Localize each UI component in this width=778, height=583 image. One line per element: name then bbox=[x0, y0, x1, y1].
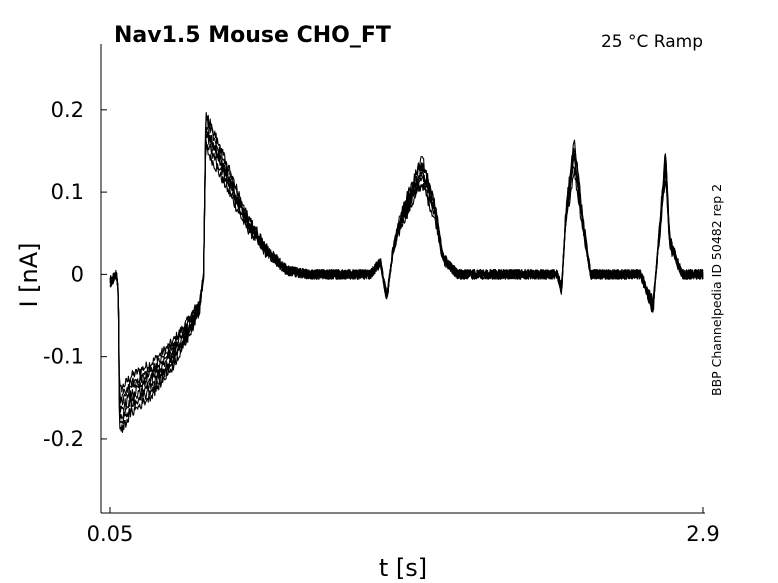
current-trace bbox=[109, 112, 704, 434]
y-tick-label: -0.1 bbox=[43, 345, 84, 369]
y-tick-label: 0.2 bbox=[51, 98, 84, 122]
x-tick-label: 2.9 bbox=[686, 522, 719, 546]
current-trace bbox=[109, 140, 704, 401]
x-ticks: 0.05 2.9 bbox=[87, 507, 720, 546]
y-tick-label: 0 bbox=[71, 262, 84, 286]
y-ticks: -0.2 -0.1 0 0.1 0.2 bbox=[43, 98, 107, 451]
x-axis-label: t [s] bbox=[379, 554, 427, 582]
x-tick-label: 0.05 bbox=[87, 522, 134, 546]
y-tick-label: -0.2 bbox=[43, 427, 84, 451]
condition-label: 25 °C Ramp bbox=[601, 32, 703, 52]
current-trace bbox=[109, 132, 704, 406]
source-label: BBP Channelpedia ID 50482 rep 2 bbox=[709, 184, 724, 396]
y-axis-label: I [nA] bbox=[15, 242, 43, 307]
traces bbox=[109, 112, 704, 434]
chart-title: Nav1.5 Mouse CHO_FT bbox=[114, 23, 391, 48]
y-tick-label: 0.1 bbox=[51, 180, 84, 204]
